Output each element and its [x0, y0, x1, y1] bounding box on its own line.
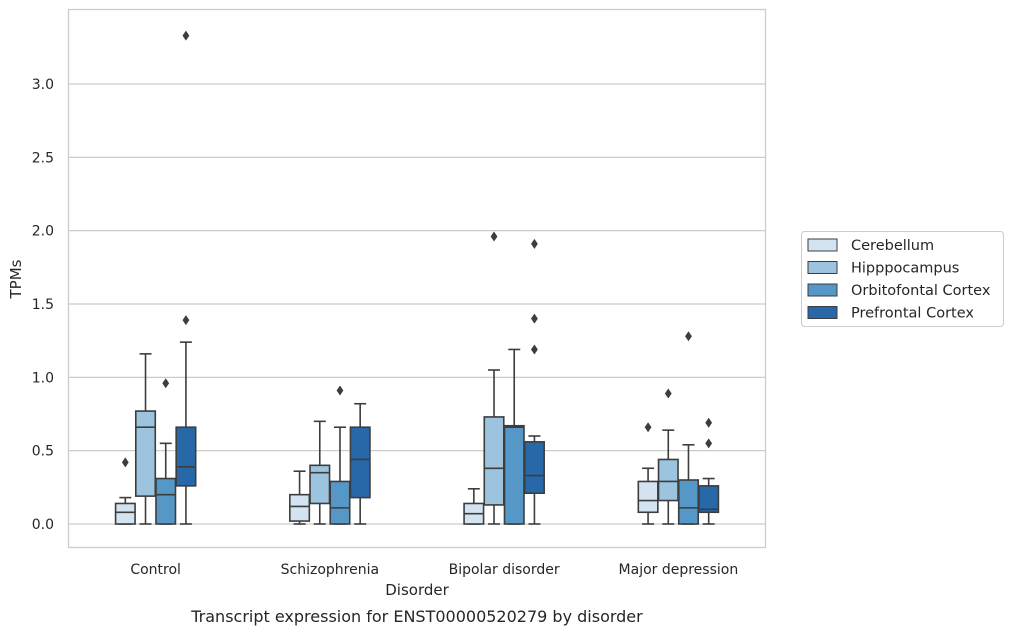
box-3-2	[523, 238, 545, 525]
outlier-point-0	[162, 378, 170, 389]
outlier-point-1	[531, 313, 538, 324]
iqr-box	[698, 485, 720, 514]
x-tick-label-2: Bipolar disorder	[449, 562, 560, 578]
y-tick-label-3: 1.5	[32, 297, 54, 313]
y-axis-title: TPMs	[7, 259, 25, 299]
box-2-0	[155, 378, 177, 525]
box-0-0	[114, 457, 136, 525]
legend-label-3: Prefrontal Cortex	[851, 306, 974, 322]
legend-frame	[801, 231, 1004, 327]
y-tick-label-1: 0.5	[32, 444, 54, 460]
iqr-box	[483, 416, 505, 506]
y-tick-label-6: 3.0	[32, 77, 54, 93]
outlier-point-0	[336, 385, 344, 396]
box-3-3	[698, 417, 720, 525]
box-1-3	[657, 388, 679, 525]
figure-caption: Transcript expression for ENST0000052027…	[190, 607, 643, 626]
outlier-point-2	[531, 238, 538, 249]
x-tick-label-0: Control	[130, 562, 181, 578]
iqr-box	[175, 426, 197, 487]
outlier-point-1	[705, 417, 713, 428]
legend-swatch-0	[807, 238, 838, 252]
outlier-point-0	[685, 331, 692, 342]
outlier-point-0	[490, 231, 498, 242]
box-groups	[114, 30, 720, 525]
x-axis-title: Disorder	[385, 581, 449, 599]
y-tick-label-4: 2.0	[32, 224, 54, 240]
box-0-3	[637, 422, 659, 525]
outlier-point-0	[182, 315, 190, 326]
iqr-box	[677, 479, 700, 525]
y-tick-label-5: 2.5	[32, 150, 54, 166]
legend-swatch-1	[807, 261, 838, 274]
iqr-box	[309, 464, 331, 505]
plot-area-frame	[67, 8, 767, 549]
outlier-point-0	[121, 457, 129, 468]
y-tick-label-2: 1.0	[32, 370, 54, 386]
iqr-box	[329, 480, 351, 525]
outlier-point-0	[664, 388, 672, 399]
outlier-point-0	[705, 438, 713, 449]
x-axis-ticks: Control Schizophrenia Bipolar disorder Majo…	[130, 562, 738, 578]
outlier-point-1	[182, 30, 190, 41]
box-0-2	[463, 487, 485, 525]
x-tick-label-3: Major depression	[619, 562, 739, 578]
outlier-point-0	[644, 422, 652, 433]
legend-label-1: Hipppocampus	[851, 261, 959, 277]
legend-label-0: Cerebellum	[851, 238, 934, 254]
y-tick-label-0: 0.0	[32, 517, 54, 533]
box-2-1	[329, 385, 351, 525]
box-1-0	[134, 353, 157, 525]
box-3-0	[175, 30, 197, 525]
legend: Cerebellum Hipppocampus Orbitofontal Corte…	[801, 231, 1004, 327]
legend-swatch-3	[807, 306, 838, 319]
legend-label-2: Orbitofontal Cortex	[851, 283, 991, 299]
iqr-box	[134, 410, 157, 497]
legend-swatch-2	[807, 283, 838, 297]
iqr-box	[289, 493, 311, 522]
iqr-box	[155, 477, 177, 525]
y-axis-ticks: 0.0 0.5 1.0 1.5 2.0 2.5 3.0	[32, 77, 54, 533]
iqr-box	[114, 502, 136, 525]
iqr-box	[657, 458, 679, 502]
x-tick-label-1: Schizophrenia	[281, 562, 379, 578]
iqr-box	[523, 441, 545, 495]
box-0-1	[289, 470, 311, 525]
iqr-box	[503, 424, 525, 525]
iqr-box	[637, 480, 659, 514]
box-3-1	[349, 402, 371, 525]
outlier-point-0	[531, 344, 538, 355]
iqr-box	[349, 426, 371, 499]
